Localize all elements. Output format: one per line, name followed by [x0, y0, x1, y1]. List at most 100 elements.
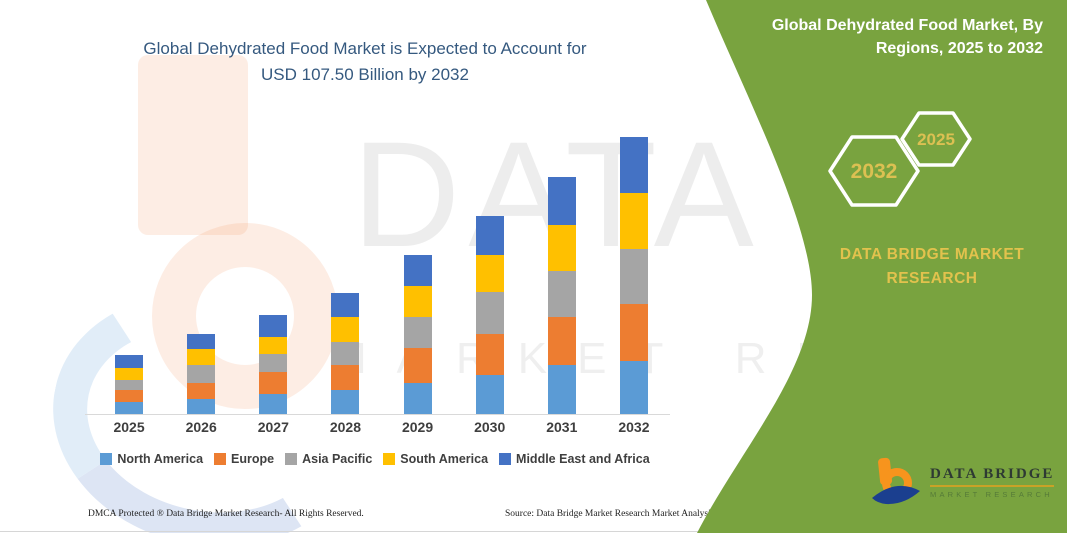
hexagon-badge-2025: [900, 111, 972, 167]
bar-segment: [115, 355, 144, 368]
bars: [85, 100, 670, 414]
bar-segment: [403, 383, 432, 414]
stacked-bar-2027: [259, 315, 288, 414]
bar-segment: [403, 286, 432, 317]
bar-segment: [331, 390, 360, 414]
stacked-bar-2025: [115, 355, 144, 414]
legend-swatch: [214, 453, 227, 465]
stacked-bar-2031: [547, 177, 576, 414]
bar-column-2027: [237, 100, 309, 414]
stacked-bar-chart: [85, 100, 670, 415]
bar-segment: [475, 255, 504, 292]
panel-heading: Global Dehydrated Food Market, By Region…: [771, 17, 1043, 58]
logo-underline: [930, 485, 1055, 487]
bar-column-2025: [93, 100, 165, 414]
legend-label: Europe: [231, 452, 275, 466]
bar-segment: [331, 365, 360, 390]
bar-segment: [187, 334, 216, 349]
legend-swatch: [499, 453, 512, 465]
bottom-divider: [0, 531, 1067, 532]
legend-item: Middle East and Africa: [499, 452, 650, 466]
bar-segment: [187, 383, 216, 399]
bar-segment: [475, 334, 504, 375]
databridge-logo-icon: [872, 457, 920, 505]
bar-segment: [187, 349, 216, 365]
chart-title-line2: USD 107.50 Billion by 2032: [261, 65, 469, 85]
bar-column-2026: [165, 100, 237, 414]
green-panel-shape: [697, 0, 1067, 533]
x-axis-label: 2030: [474, 419, 506, 435]
bar-segment: [115, 380, 144, 390]
bar-segment: [547, 225, 576, 271]
bar-segment: [619, 249, 648, 304]
bar-segment: [259, 394, 288, 414]
legend-item: North America: [100, 452, 203, 466]
legend-swatch: [285, 453, 298, 465]
bar-segment: [475, 216, 504, 255]
chart-title: Global Dehydrated Food Market is Expecte…: [85, 36, 645, 89]
bar-segment: [403, 255, 432, 286]
bar-column-2032: [598, 100, 670, 414]
legend-item: South America: [383, 452, 488, 466]
x-axis-label: 2031: [546, 419, 578, 435]
bar-column-2029: [382, 100, 454, 414]
bar-segment: [547, 271, 576, 317]
x-axis-label: 2025: [113, 419, 145, 435]
bar-segment: [331, 293, 360, 317]
bar-segment: [403, 317, 432, 348]
bar-segment: [547, 365, 576, 414]
logo-name: DATA BRIDGE: [930, 466, 1055, 482]
bar-segment: [259, 337, 288, 354]
legend-label: North America: [117, 452, 204, 466]
footer-dmca: DMCA Protected ® Data Bridge Market Rese…: [88, 509, 364, 519]
logo-tagline: MARKET RESEARCH: [930, 490, 1053, 499]
legend-swatch: [383, 453, 396, 465]
legend-label: Middle East and Africa: [516, 452, 650, 466]
bar-segment: [187, 365, 216, 383]
stacked-bar-2030: [475, 216, 504, 414]
bar-column-2030: [454, 100, 526, 414]
bar-segment: [115, 402, 144, 414]
bar-segment: [547, 317, 576, 365]
bar-segment: [619, 193, 648, 249]
hexagon-badge-2032: [828, 135, 920, 207]
bar-segment: [547, 177, 576, 225]
chart-title-line1: Global Dehydrated Food Market is Expecte…: [143, 39, 587, 58]
x-axis-label: 2028: [329, 419, 362, 435]
bar-column-2031: [526, 100, 598, 414]
bar-segment: [331, 317, 360, 342]
bar-segment: [115, 368, 144, 380]
stacked-bar-2028: [331, 293, 360, 414]
bar-segment: [619, 304, 648, 361]
databridge-logo: DATA BRIDGE MARKET RESEARCH: [870, 456, 1055, 508]
legend-label: Asia Pacific: [302, 452, 373, 466]
legend: North America Europe Asia Pacific South Ame…: [70, 452, 680, 466]
bar-column-2028: [309, 100, 381, 414]
x-axis-label: 2029: [401, 419, 434, 435]
bar-segment: [475, 292, 504, 334]
stacked-bar-2029: [403, 255, 432, 414]
badge-front-year-label: 2025: [917, 130, 955, 149]
bar-segment: [259, 315, 288, 337]
legend-item: Asia Pacific: [285, 452, 372, 466]
legend-swatch: [100, 453, 113, 465]
legend-label: South America: [400, 452, 489, 466]
bar-segment: [619, 137, 648, 193]
bar-segment: [403, 348, 432, 383]
x-axis-label: 2027: [257, 419, 289, 435]
bar-segment: [259, 372, 288, 394]
legend-item: Europe: [214, 452, 274, 466]
stacked-bar-2032: [619, 137, 648, 414]
x-axis-label: 2032: [618, 419, 650, 435]
bar-segment: [331, 342, 360, 365]
databridge-logo-text: DATA BRIDGE MARKET RESEARCH: [930, 456, 1055, 499]
stacked-bar-2026: [187, 334, 216, 414]
bar-segment: [187, 399, 216, 414]
bar-segment: [115, 390, 144, 402]
panel-brand-text: DATA BRIDGE MARKET RESEARCH: [839, 246, 1025, 288]
bar-segment: [259, 354, 288, 372]
bar-segment: [619, 361, 648, 414]
footer-source: Source: Data Bridge Market Research Mark…: [505, 509, 761, 519]
